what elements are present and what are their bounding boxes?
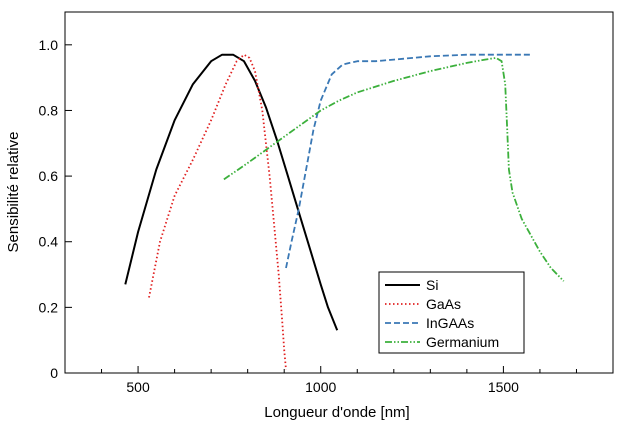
x-tick-label: 500 [126, 379, 150, 395]
y-tick-label: 0.4 [39, 234, 59, 250]
legend-label: InGAAs [426, 315, 474, 331]
legend-label: GaAs [426, 296, 461, 312]
y-tick-label: 0.8 [39, 102, 59, 118]
x-tick-label: 1000 [305, 379, 336, 395]
y-tick-label: 0 [50, 365, 58, 381]
y-axis-title: Sensibilité relative [5, 132, 22, 253]
minor-ticks [101, 369, 577, 373]
y-tick-label: 0.2 [39, 299, 59, 315]
legend-label: Germanium [426, 334, 499, 350]
y-axis-ticks: 0 0.2 0.4 0.6 0.8 1.0 [39, 37, 72, 381]
x-axis-title: Longueur d'onde [nm] [264, 404, 409, 421]
plot-area [64, 11, 614, 374]
series-layer [124, 53, 565, 370]
series-line-si [124, 53, 339, 331]
y-tick-label: 1.0 [39, 37, 59, 53]
x-tick-label: 1500 [488, 379, 519, 395]
x-axis-ticks: 500 1000 1500 [126, 366, 519, 395]
series-line-germanium [223, 57, 565, 282]
legend: Si GaAs InGAAs Germanium [378, 271, 525, 354]
series-line-ingaas [285, 53, 533, 269]
y-tick-label: 0.6 [39, 168, 59, 184]
series-line-gaas [148, 53, 287, 370]
legend-label: Si [426, 277, 438, 293]
